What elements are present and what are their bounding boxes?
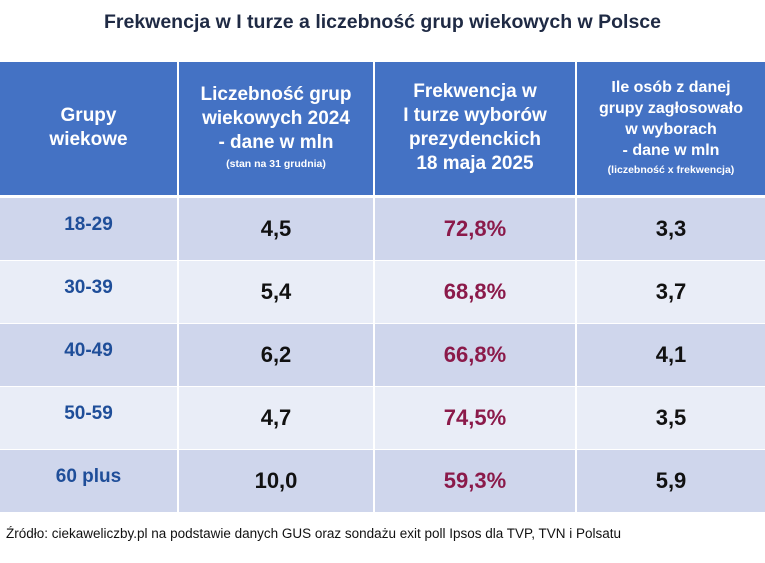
header-turnout: Frekwencja w I turze wyborów prezydencki…	[374, 62, 577, 198]
header-label: Ile osób z danej grupy zagłosowało w wyb…	[598, 79, 743, 160]
table-body: 18-29 4,5 72,8% 3,3 30-39 5,4 68,8% 3,7 40-49 6,2…	[0, 196, 765, 513]
voters-cell-value: 5,9	[655, 467, 687, 493]
population-cell-value: 4,5	[260, 215, 292, 241]
table-header-row: Grupy wiekowe Liczebność grup wiekowych …	[0, 62, 765, 198]
population-cell-value: 6,2	[260, 341, 292, 367]
table-row: 40-49 6,2 66,8% 4,1	[0, 323, 765, 387]
population-cell: 6,2	[178, 323, 375, 387]
header-label: Frekwencja w I turze wyborów prezydencki…	[403, 81, 547, 175]
population-cell: 10,0	[178, 449, 375, 513]
turnout-table: Grupy wiekowe Liczebność grup wiekowych …	[0, 62, 765, 513]
age-group-cell: 18-29	[0, 196, 179, 261]
voters-cell-value: 3,5	[655, 404, 687, 430]
turnout-cell-value: 66,8%	[443, 341, 507, 367]
header-note: (stan na 31 grudnia)	[226, 158, 326, 171]
population-cell: 4,7	[178, 386, 375, 450]
population-cell: 5,4	[178, 260, 375, 324]
population-cell-value: 4,7	[260, 404, 292, 430]
age-group-cell-value: 40-49	[64, 339, 113, 361]
turnout-cell-value: 68,8%	[443, 278, 507, 304]
turnout-cell-value: 59,3%	[443, 467, 507, 493]
header-voters: Ile osób z danej grupy zagłosowało w wyb…	[576, 62, 765, 198]
age-group-cell: 50-59	[0, 386, 179, 450]
voters-cell: 3,5	[576, 386, 765, 450]
age-group-cell: 40-49	[0, 323, 179, 387]
table-row: 60 plus 10,0 59,3% 5,9	[0, 449, 765, 513]
turnout-cell: 74,5%	[374, 386, 577, 450]
table-row: 50-59 4,7 74,5% 3,5	[0, 386, 765, 450]
age-group-cell: 60 plus	[0, 449, 179, 513]
header-age-groups: Grupy wiekowe	[0, 62, 179, 198]
header-population: Liczebność grup wiekowych 2024 - dane w …	[178, 62, 375, 198]
header-label: Grupy wiekowe	[49, 105, 128, 151]
population-cell-value: 10,0	[254, 467, 298, 493]
turnout-cell-value: 74,5%	[443, 404, 507, 430]
table-row: 30-39 5,4 68,8% 3,7	[0, 260, 765, 324]
turnout-cell: 72,8%	[374, 196, 577, 261]
age-group-cell-value: 60 plus	[55, 465, 122, 487]
population-cell: 4,5	[178, 196, 375, 261]
age-group-cell-value: 30-39	[64, 276, 113, 298]
age-group-cell: 30-39	[0, 260, 179, 324]
voters-cell: 3,7	[576, 260, 765, 324]
population-cell-value: 5,4	[260, 278, 292, 304]
header-note: (liczebność x frekwencja)	[607, 164, 735, 177]
age-group-cell-value: 50-59	[64, 402, 113, 424]
turnout-cell-value: 72,8%	[443, 215, 507, 241]
turnout-cell: 59,3%	[374, 449, 577, 513]
voters-cell: 3,3	[576, 196, 765, 261]
voters-cell-value: 4,1	[655, 341, 687, 367]
voters-cell: 4,1	[576, 323, 765, 387]
table-row: 18-29 4,5 72,8% 3,3	[0, 196, 765, 261]
voters-cell-value: 3,7	[655, 278, 687, 304]
age-group-cell-value: 18-29	[64, 213, 113, 235]
turnout-cell: 68,8%	[374, 260, 577, 324]
source-note: Źródło: ciekaweliczby.pl na podstawie da…	[6, 526, 622, 541]
page-title: Frekwencja w I turze a liczebność grup w…	[103, 11, 662, 33]
voters-cell-value: 3,3	[655, 215, 687, 241]
header-label: Liczebność grup wiekowych 2024 - dane w …	[200, 84, 352, 154]
voters-cell: 5,9	[576, 449, 765, 513]
turnout-cell: 66,8%	[374, 323, 577, 387]
